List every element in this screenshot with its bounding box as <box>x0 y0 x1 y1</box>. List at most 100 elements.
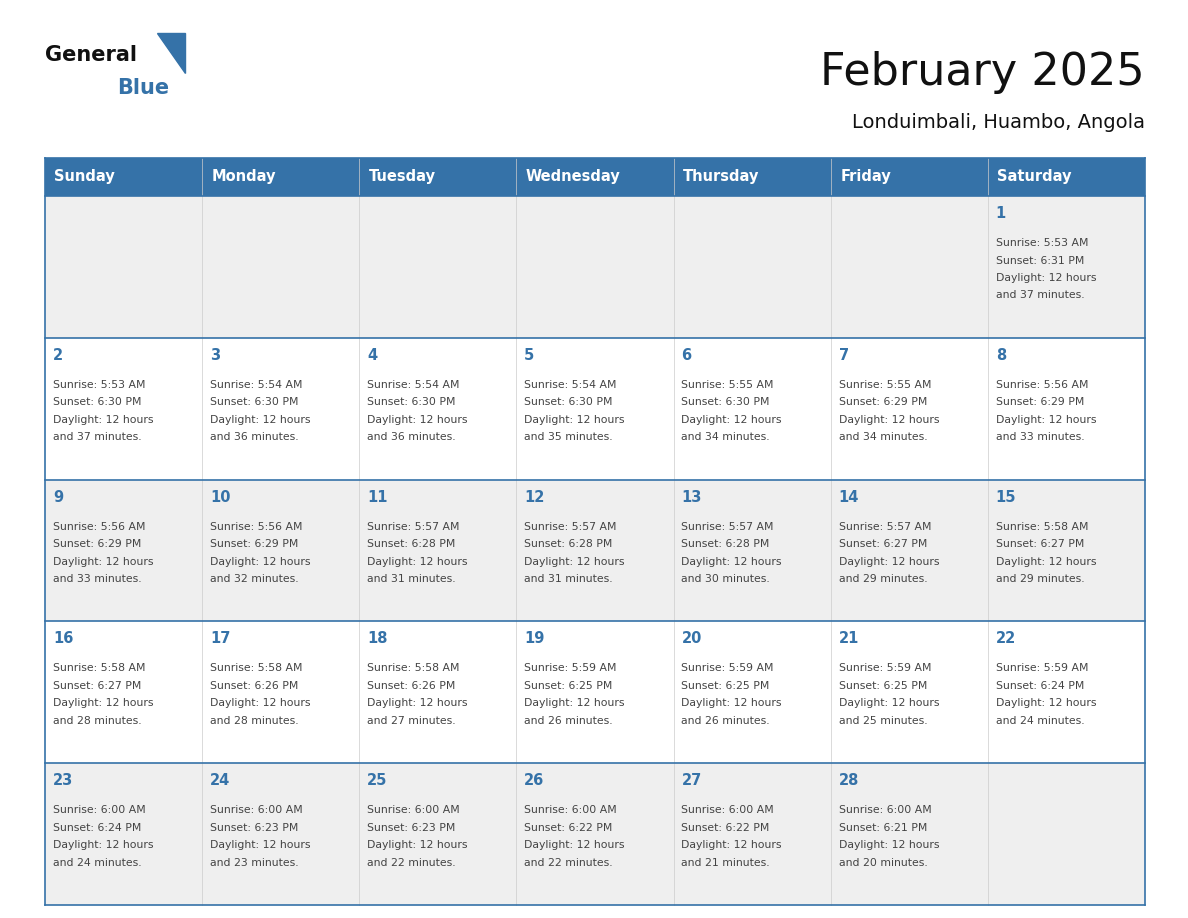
Text: 10: 10 <box>210 489 230 505</box>
Bar <box>988 338 1145 479</box>
Text: and 23 minutes.: and 23 minutes. <box>210 857 298 868</box>
Text: Tuesday: Tuesday <box>368 170 436 185</box>
Text: and 25 minutes.: and 25 minutes. <box>839 716 927 726</box>
Text: Sunrise: 5:59 AM: Sunrise: 5:59 AM <box>682 664 773 674</box>
Text: Daylight: 12 hours: Daylight: 12 hours <box>996 699 1097 709</box>
Text: Sunset: 6:28 PM: Sunset: 6:28 PM <box>524 539 613 549</box>
Text: 24: 24 <box>210 773 230 789</box>
Text: Daylight: 12 hours: Daylight: 12 hours <box>682 556 782 566</box>
Text: Daylight: 12 hours: Daylight: 12 hours <box>367 556 468 566</box>
Bar <box>45 338 202 479</box>
Text: Sunrise: 5:58 AM: Sunrise: 5:58 AM <box>996 521 1088 532</box>
Text: Sunrise: 5:55 AM: Sunrise: 5:55 AM <box>839 380 931 390</box>
Bar <box>202 196 359 338</box>
Text: Daylight: 12 hours: Daylight: 12 hours <box>367 415 468 425</box>
Text: General: General <box>45 45 137 65</box>
Bar <box>45 763 202 905</box>
Text: Sunrise: 5:54 AM: Sunrise: 5:54 AM <box>524 380 617 390</box>
Text: 1: 1 <box>996 206 1006 221</box>
Bar <box>674 621 830 763</box>
Text: 26: 26 <box>524 773 544 789</box>
Bar <box>517 621 674 763</box>
Text: Sunrise: 6:00 AM: Sunrise: 6:00 AM <box>367 805 460 815</box>
Text: and 37 minutes.: and 37 minutes. <box>996 290 1085 300</box>
Text: Sunset: 6:29 PM: Sunset: 6:29 PM <box>52 539 141 549</box>
Text: Sunrise: 5:57 AM: Sunrise: 5:57 AM <box>682 521 773 532</box>
Bar <box>45 158 202 196</box>
Text: Daylight: 12 hours: Daylight: 12 hours <box>210 699 310 709</box>
Bar <box>45 621 202 763</box>
Text: 25: 25 <box>367 773 387 789</box>
Text: and 24 minutes.: and 24 minutes. <box>52 857 141 868</box>
Text: Sunset: 6:30 PM: Sunset: 6:30 PM <box>367 397 456 408</box>
Text: Daylight: 12 hours: Daylight: 12 hours <box>996 273 1097 283</box>
Text: and 33 minutes.: and 33 minutes. <box>996 432 1085 442</box>
Text: Daylight: 12 hours: Daylight: 12 hours <box>839 415 939 425</box>
Text: Sunrise: 6:00 AM: Sunrise: 6:00 AM <box>682 805 775 815</box>
Text: and 31 minutes.: and 31 minutes. <box>367 574 456 584</box>
Bar <box>202 621 359 763</box>
Bar <box>359 621 517 763</box>
Text: Sunset: 6:23 PM: Sunset: 6:23 PM <box>210 823 298 833</box>
Text: 19: 19 <box>524 632 544 646</box>
Text: Sunset: 6:30 PM: Sunset: 6:30 PM <box>52 397 141 408</box>
Text: 7: 7 <box>839 348 848 363</box>
Text: Sunset: 6:29 PM: Sunset: 6:29 PM <box>210 539 298 549</box>
Text: 23: 23 <box>52 773 74 789</box>
Text: Daylight: 12 hours: Daylight: 12 hours <box>52 699 153 709</box>
Text: Daylight: 12 hours: Daylight: 12 hours <box>839 840 939 850</box>
Text: Sunrise: 5:55 AM: Sunrise: 5:55 AM <box>682 380 773 390</box>
Text: Sunset: 6:30 PM: Sunset: 6:30 PM <box>210 397 298 408</box>
Bar <box>674 763 830 905</box>
Text: and 32 minutes.: and 32 minutes. <box>210 574 298 584</box>
Text: Daylight: 12 hours: Daylight: 12 hours <box>210 840 310 850</box>
Text: and 22 minutes.: and 22 minutes. <box>524 857 613 868</box>
Text: 9: 9 <box>52 489 63 505</box>
Text: and 35 minutes.: and 35 minutes. <box>524 432 613 442</box>
Text: 4: 4 <box>367 348 378 363</box>
Text: and 26 minutes.: and 26 minutes. <box>682 716 770 726</box>
Bar <box>202 338 359 479</box>
Text: Sunrise: 5:53 AM: Sunrise: 5:53 AM <box>996 238 1088 248</box>
Bar <box>359 763 517 905</box>
Text: 13: 13 <box>682 489 702 505</box>
Text: Sunset: 6:22 PM: Sunset: 6:22 PM <box>682 823 770 833</box>
Text: Thursday: Thursday <box>683 170 759 185</box>
Bar <box>830 621 988 763</box>
Text: February 2025: February 2025 <box>821 50 1145 94</box>
Text: and 26 minutes.: and 26 minutes. <box>524 716 613 726</box>
Text: Sunset: 6:27 PM: Sunset: 6:27 PM <box>52 681 141 691</box>
Text: 20: 20 <box>682 632 702 646</box>
Text: and 28 minutes.: and 28 minutes. <box>52 716 141 726</box>
Text: and 29 minutes.: and 29 minutes. <box>996 574 1085 584</box>
Text: Sunset: 6:30 PM: Sunset: 6:30 PM <box>682 397 770 408</box>
Text: Sunrise: 5:58 AM: Sunrise: 5:58 AM <box>52 664 145 674</box>
Text: 15: 15 <box>996 489 1016 505</box>
Text: 21: 21 <box>839 632 859 646</box>
Text: and 20 minutes.: and 20 minutes. <box>839 857 928 868</box>
Text: Sunrise: 6:00 AM: Sunrise: 6:00 AM <box>210 805 303 815</box>
Text: and 30 minutes.: and 30 minutes. <box>682 574 770 584</box>
Text: 11: 11 <box>367 489 387 505</box>
Text: 2: 2 <box>52 348 63 363</box>
Text: Daylight: 12 hours: Daylight: 12 hours <box>839 556 939 566</box>
Text: and 36 minutes.: and 36 minutes. <box>210 432 298 442</box>
Bar <box>45 479 202 621</box>
Bar <box>674 158 830 196</box>
Text: Sunset: 6:24 PM: Sunset: 6:24 PM <box>52 823 141 833</box>
Text: Friday: Friday <box>840 170 891 185</box>
Polygon shape <box>157 33 185 73</box>
Text: and 27 minutes.: and 27 minutes. <box>367 716 456 726</box>
Text: Daylight: 12 hours: Daylight: 12 hours <box>52 415 153 425</box>
Text: and 29 minutes.: and 29 minutes. <box>839 574 927 584</box>
Bar <box>830 763 988 905</box>
Text: 6: 6 <box>682 348 691 363</box>
Bar <box>359 196 517 338</box>
Text: Sunrise: 5:59 AM: Sunrise: 5:59 AM <box>996 664 1088 674</box>
Bar <box>988 479 1145 621</box>
Text: Saturday: Saturday <box>997 170 1072 185</box>
Text: Sunrise: 5:56 AM: Sunrise: 5:56 AM <box>52 521 145 532</box>
Text: Daylight: 12 hours: Daylight: 12 hours <box>524 840 625 850</box>
Text: Wednesday: Wednesday <box>526 170 620 185</box>
Text: Daylight: 12 hours: Daylight: 12 hours <box>367 699 468 709</box>
